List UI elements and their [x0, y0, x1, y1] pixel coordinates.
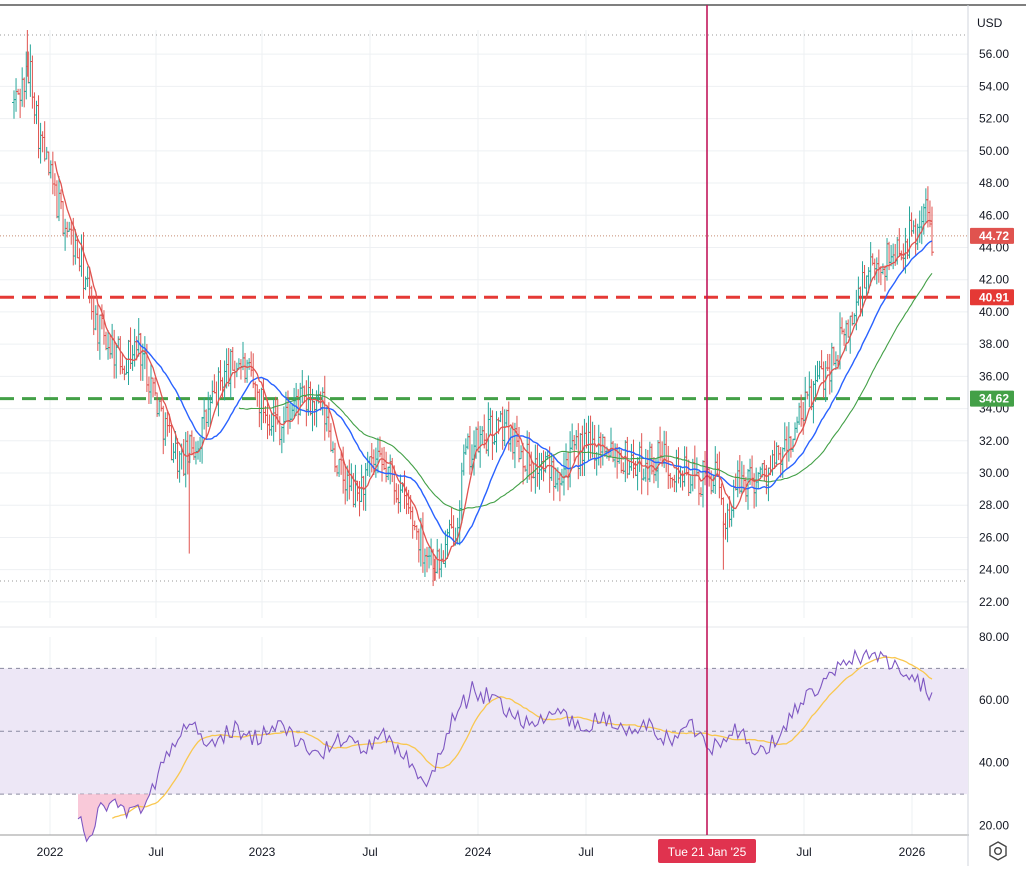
rsi-indicator: [77, 648, 933, 843]
rsi-tick-label: 40.00: [979, 756, 1009, 770]
crosshair-date-tag: Tue 21 Jan '25: [658, 839, 756, 863]
price-tick-label: 28.00: [979, 498, 1009, 512]
currency-label: USD: [977, 16, 1003, 30]
crosshair-date-text: Tue 21 Jan '25: [668, 845, 747, 859]
time-tick-label: Jul: [362, 845, 377, 859]
axes: USD 56.00 54.00 52.00 50.00 48.00 46.00 44.00 42…: [37, 6, 1026, 866]
rsi-oversold-fill: [78, 794, 218, 842]
time-tick-label: 2023: [249, 845, 276, 859]
price-tick-label: 38.00: [979, 337, 1009, 351]
resistance-price-tag-bg: [970, 289, 1014, 306]
time-tick-label: 2022: [37, 845, 64, 859]
price-tick-label: 54.00: [979, 79, 1009, 93]
time-tick-label: 2026: [899, 845, 926, 859]
ma-mid-line: [136, 240, 933, 545]
rsi-tick-label: 80.00: [979, 630, 1009, 644]
resistance-price-tag: 40.91: [970, 289, 1014, 306]
price-tick-label: 26.00: [979, 530, 1009, 544]
time-tick-label: Jul: [578, 845, 593, 859]
price-bar: [930, 206, 934, 256]
crosshair-date-bg: [658, 839, 756, 863]
settings-button[interactable]: [984, 838, 1012, 864]
price-tick-label: 44.00: [979, 240, 1009, 254]
support-price-tag: 34.62: [970, 390, 1014, 407]
rsi-ma-line: [112, 656, 933, 819]
price-tick-label: 36.00: [979, 369, 1009, 383]
resistance-price-tag-text: 40.91: [979, 290, 1009, 304]
support-price-tag-bg: [970, 390, 1014, 407]
last-price-tag-bg: [970, 227, 1014, 244]
ma-slow-line: [238, 272, 933, 511]
time-tick-label: 2024: [465, 845, 492, 859]
price-tick-label: 22.00: [979, 595, 1009, 609]
price-tick-label: 42.00: [979, 273, 1009, 287]
price-tick-label: 32.00: [979, 434, 1009, 448]
rsi-tick-label: 20.00: [979, 819, 1009, 833]
moving-averages: [54, 161, 933, 563]
settings-icon: [989, 841, 1007, 861]
rsi-band: [0, 667, 968, 795]
price-tick-label: 46.00: [979, 208, 1009, 222]
price-axis-background: [969, 6, 1026, 866]
support-price-tag-text: 34.62: [979, 392, 1009, 406]
price-tick-label: 24.00: [979, 563, 1009, 577]
price-tick-label: 48.00: [979, 176, 1009, 190]
last-price-tag: 44.72: [970, 227, 1014, 244]
rsi-tick-label: 60.00: [979, 693, 1009, 707]
price-tick-label: 30.00: [979, 466, 1009, 480]
price-tick-label: 52.00: [979, 112, 1009, 126]
last-price-tag-text: 44.72: [979, 229, 1009, 243]
ma-fast-line: [54, 161, 933, 563]
time-tick-label: Jul: [148, 845, 163, 859]
price-tick-label: 56.00: [979, 47, 1009, 61]
price-tick-label: 50.00: [979, 144, 1009, 158]
time-tick-label: Jul: [796, 845, 811, 859]
rsi-line: [77, 648, 933, 843]
price-tick-label: 40.00: [979, 305, 1009, 319]
horizontal-levels[interactable]: [0, 295, 968, 401]
